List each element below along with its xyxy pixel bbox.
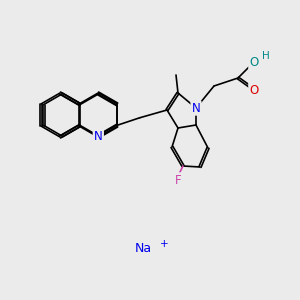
Text: O: O: [249, 56, 259, 68]
Text: O: O: [249, 83, 259, 97]
Text: F: F: [175, 173, 181, 187]
Text: N: N: [192, 101, 200, 115]
Text: N: N: [94, 132, 102, 142]
Text: N: N: [94, 130, 103, 142]
Text: H: H: [262, 51, 270, 61]
Text: +: +: [160, 239, 168, 249]
Text: Na: Na: [135, 242, 152, 254]
